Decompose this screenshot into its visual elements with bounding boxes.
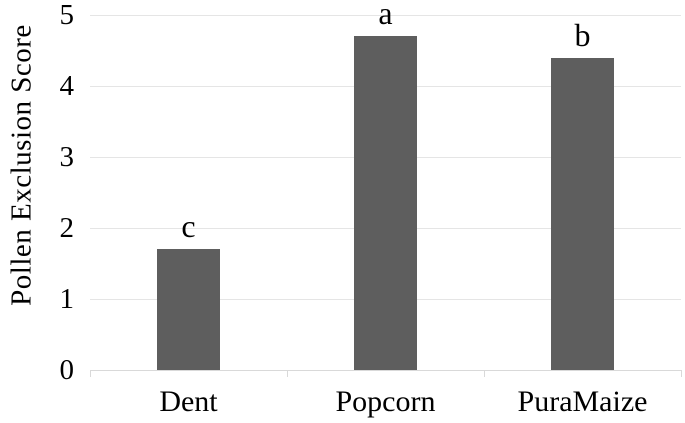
x-category-label: Dent	[159, 385, 218, 418]
x-axis-line	[90, 370, 681, 371]
x-category-label: PuraMaize	[517, 385, 648, 418]
y-tick-label: 3	[59, 141, 75, 173]
x-category-label: Popcorn	[335, 385, 436, 418]
y-tick-label: 2	[59, 212, 75, 244]
bar-popcorn	[354, 36, 417, 370]
bar-significance-letter: c	[181, 208, 196, 245]
bar-significance-letter: b	[574, 16, 591, 53]
x-axis-tick	[681, 370, 682, 377]
y-tick-label: 0	[59, 354, 75, 386]
x-axis-tick	[287, 370, 288, 377]
y-tick-label: 1	[59, 283, 75, 315]
bar-dent	[157, 249, 220, 370]
bar-significance-letter: a	[378, 0, 393, 32]
x-axis-tick	[90, 370, 91, 377]
y-tick-label: 5	[59, 0, 75, 31]
x-axis-tick	[484, 370, 485, 377]
bar-puramaize	[551, 57, 614, 370]
y-tick-label: 4	[59, 70, 75, 102]
